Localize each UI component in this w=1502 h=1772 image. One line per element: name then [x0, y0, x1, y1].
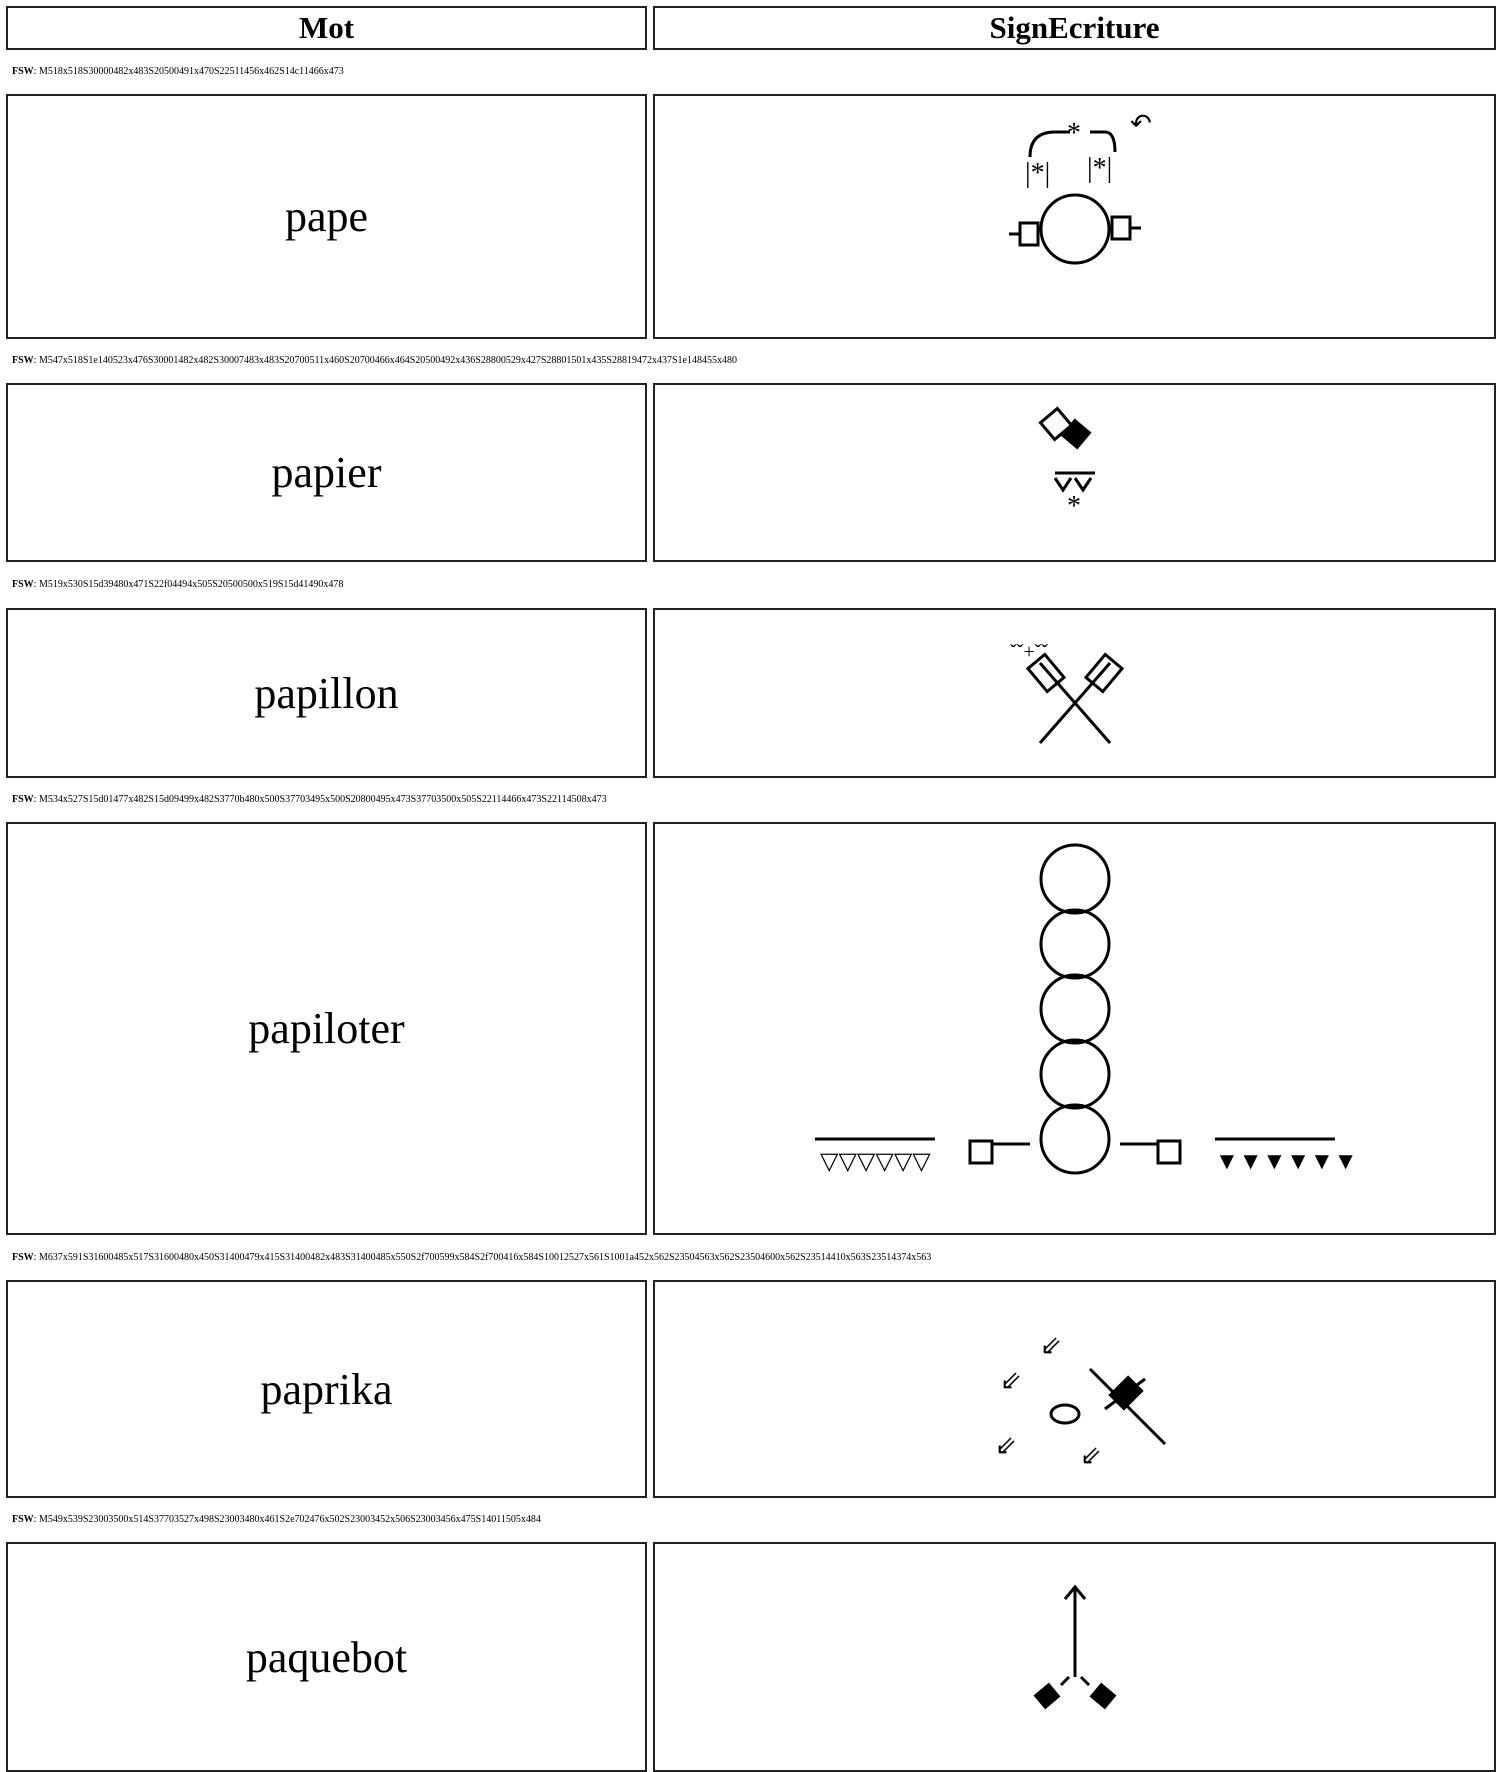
svg-text:⇙: ⇙ [1080, 1441, 1102, 1470]
fsw-code: : M549x539S23003500x514S37703527x498S230… [33, 1514, 541, 1525]
word-cell: papier [6, 383, 647, 562]
svg-text:⇙: ⇙ [1000, 1366, 1022, 1395]
fsw-label: FSW [12, 579, 34, 590]
fsw-label: FSW [12, 66, 34, 77]
header-cell: SignEcriture [653, 6, 1496, 50]
svg-text:▼▼▼▼▼▼: ▼▼▼▼▼▼ [1215, 1149, 1358, 1175]
fsw-code: : M547x518S1e140523x476S30001482x482S300… [33, 355, 737, 366]
sign-glyph: |*| |*|* ↶ [1008, 109, 1151, 264]
sign-glyph: ▽▽▽▽▽▽ ▼▼▼▼▼▼ [814, 843, 1357, 1175]
word-cell: paquebot [6, 1542, 647, 1772]
sign-glyph: * [1037, 405, 1095, 522]
word-cell: pape [6, 94, 647, 339]
fsw-line: FSW: M519x530S15d39480x471S22f04494x505S… [12, 579, 343, 590]
fsw-label: FSW [12, 794, 34, 805]
sign-cell: ⇙ ⇙ ⇙ ⇙ [653, 1280, 1496, 1498]
svg-text:⇙: ⇙ [995, 1431, 1017, 1460]
sign-cell: * [653, 383, 1496, 562]
svg-text:ˇˇ+ˇˇ: ˇˇ+ˇˇ [1010, 641, 1048, 663]
sign-cell [653, 1542, 1496, 1772]
sign-cell: ˇˇ+ˇˇ [653, 608, 1496, 778]
fsw-code: : M637x591S31600485x517S31600480x450S314… [33, 1252, 932, 1263]
fsw-line: FSW: M637x591S31600485x517S31600480x450S… [12, 1252, 931, 1263]
fsw-code: : M518x518S30000482x483S20500491x470S225… [33, 66, 344, 77]
fsw-line: FSW: M534x527S15d01477x482S15d09499x482S… [12, 794, 607, 805]
svg-text:⇙: ⇙ [1040, 1331, 1062, 1360]
word-cell: paprika [6, 1280, 647, 1498]
svg-text:|*|: |*| [1025, 158, 1050, 189]
fsw-label: FSW [12, 1514, 34, 1525]
fsw-line: FSW: M518x518S30000482x483S20500491x470S… [12, 66, 344, 77]
fsw-line: FSW: M547x518S1e140523x476S30001482x482S… [12, 355, 737, 366]
fsw-code: : M534x527S15d01477x482S15d09499x482S377… [33, 794, 607, 805]
sign-glyph: ˇˇ+ˇˇ [1010, 641, 1124, 744]
word-cell: papiloter [6, 822, 647, 1235]
fsw-label: FSW [12, 1252, 34, 1263]
sign-cell: |*| |*| * ↶ [653, 94, 1496, 339]
svg-text:▽▽▽▽▽▽: ▽▽▽▽▽▽ [820, 1149, 931, 1175]
sign-glyph [1033, 1584, 1116, 1710]
sign-glyph: ⇙ ⇙ ⇙ ⇙ [995, 1331, 1166, 1470]
svg-text:|*|: |*| [1087, 153, 1112, 184]
svg-text:*: * [1067, 118, 1081, 149]
word-cell: papillon [6, 608, 647, 778]
sign-cell: ▽▽▽▽▽▽ ▼▼▼▼▼▼ [653, 822, 1496, 1235]
svg-text:*: * [1067, 491, 1081, 522]
svg-text:↶: ↶ [1130, 109, 1152, 138]
fsw-code: : M519x530S15d39480x471S22f04494x505S205… [33, 579, 344, 590]
fsw-line: FSW: M549x539S23003500x514S37703527x498S… [12, 1514, 541, 1525]
fsw-label: FSW [12, 355, 34, 366]
header-cell: Mot [6, 6, 647, 50]
